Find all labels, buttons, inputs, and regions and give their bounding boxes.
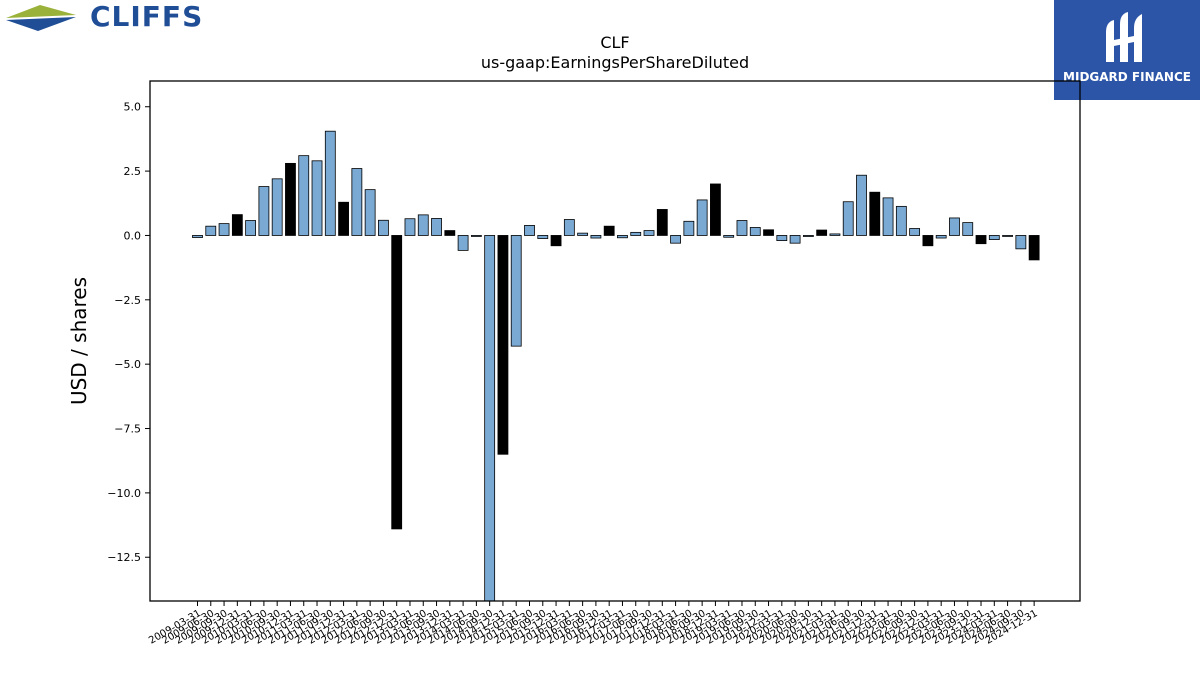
bar-2016-09-30 (590, 235, 602, 239)
x-ticks-group: 2009-03-312009-06-302009-09-302009-12-31… (147, 601, 1040, 647)
y-tick-label: −7.5 (114, 423, 141, 436)
bar-2020-09-30 (802, 235, 814, 237)
bar-2016-06-30 (577, 232, 589, 236)
y-ticks-group: 5.0 2.5 0.0 −2.5 −5.0 −7.5 −10.0 −12.5 (107, 101, 150, 564)
bar-2014-12-31 (497, 235, 509, 455)
bar-2023-03-31 (935, 235, 947, 239)
bar-2023-12-31 (975, 235, 987, 245)
bar-2018-06-30 (683, 220, 695, 236)
bar-2021-12-31 (869, 191, 881, 236)
bar-2021-06-30 (842, 201, 854, 236)
bar-2013-03-31 (404, 218, 416, 236)
bar-2009-06-30 (205, 225, 217, 236)
bar-2013-09-30 (431, 218, 442, 236)
bar-2016-12-31 (603, 225, 615, 236)
chart-title: CLF (600, 33, 629, 52)
bar-2015-09-30 (537, 235, 549, 239)
bar-2012-09-30 (378, 219, 389, 236)
bars-group (192, 130, 1040, 602)
bar-2011-03-31 (298, 155, 310, 236)
bar-2014-06-30 (470, 235, 482, 237)
bar-2020-12-31 (816, 229, 828, 236)
bar-2019-12-31 (763, 229, 774, 236)
bar-2018-09-30 (696, 199, 708, 236)
bar-2017-12-31 (656, 209, 668, 236)
bar-2019-03-31 (723, 235, 735, 238)
bar-2023-06-30 (949, 217, 960, 236)
y-tick-label: −10.0 (107, 487, 141, 500)
bar-2018-03-31 (670, 235, 681, 244)
bar-2010-06-30 (258, 186, 270, 236)
bar-2024-12-31 (1028, 235, 1040, 261)
cliffs-logo-text: CLIFFS (90, 0, 204, 33)
y-tick-label: 2.5 (124, 165, 142, 178)
bar-2020-06-30 (789, 235, 801, 244)
bar-2011-12-31 (338, 201, 349, 236)
bar-2011-06-30 (311, 160, 323, 236)
y-tick-label: −12.5 (107, 551, 141, 564)
bar-2010-09-30 (271, 178, 283, 236)
bar-2023-09-30 (962, 222, 974, 236)
bar-2013-06-30 (417, 214, 429, 236)
bar-2021-03-31 (829, 233, 841, 236)
y-tick-label: 5.0 (124, 101, 142, 114)
bar-2009-12-31 (231, 214, 243, 236)
cliffs-logo-mark-icon (6, 5, 76, 31)
bar-2014-09-30 (484, 235, 496, 602)
bar-2022-03-31 (882, 197, 894, 236)
bar-2012-06-30 (364, 189, 376, 236)
bar-2021-09-30 (856, 174, 867, 236)
bar-2022-09-30 (909, 228, 921, 236)
bar-2024-06-30 (1002, 235, 1013, 237)
y-tick-label: −5.0 (114, 358, 141, 371)
bar-2022-12-31 (922, 235, 934, 247)
bar-2015-03-31 (510, 235, 522, 347)
midgard-finance-badge: MIDGARD FINANCE (1054, 0, 1200, 100)
y-tick-label: 0.0 (124, 229, 142, 242)
bar-2020-03-31 (776, 235, 788, 242)
midgard-logo-mark-icon (1106, 12, 1142, 62)
y-tick-label: −2.5 (114, 294, 141, 307)
bar-2017-06-30 (630, 231, 642, 236)
bar-2019-06-30 (736, 220, 748, 236)
bar-2016-03-31 (563, 219, 575, 236)
bar-2010-12-31 (285, 162, 296, 236)
bar-2009-09-30 (218, 223, 230, 236)
y-axis-label: USD / shares (67, 277, 91, 405)
bar-2014-03-31 (457, 235, 469, 251)
plot-frame (149, 80, 1081, 602)
bar-2017-03-31 (617, 235, 628, 239)
bar-2024-03-31 (988, 235, 1000, 240)
bar-2011-09-30 (324, 130, 336, 236)
midgard-finance-text: MIDGARD FINANCE (1063, 70, 1191, 84)
bar-2013-12-31 (444, 230, 456, 236)
bar-2015-06-30 (524, 225, 535, 236)
bar-2022-06-30 (895, 205, 907, 236)
cliffs-logo: CLIFFS (0, 0, 240, 40)
bar-2018-12-31 (710, 183, 721, 236)
bar-2012-03-31 (351, 168, 363, 236)
bar-2015-12-31 (550, 235, 562, 247)
bar-2019-09-30 (749, 227, 761, 236)
bar-2012-12-31 (391, 235, 403, 530)
bar-2017-09-30 (643, 230, 655, 236)
chart-subtitle: us-gaap:EarningsPerShareDiluted (481, 53, 749, 72)
bar-2024-09-30 (1015, 235, 1027, 250)
bar-2009-03-31 (192, 235, 203, 238)
bar-2010-03-31 (245, 220, 257, 236)
